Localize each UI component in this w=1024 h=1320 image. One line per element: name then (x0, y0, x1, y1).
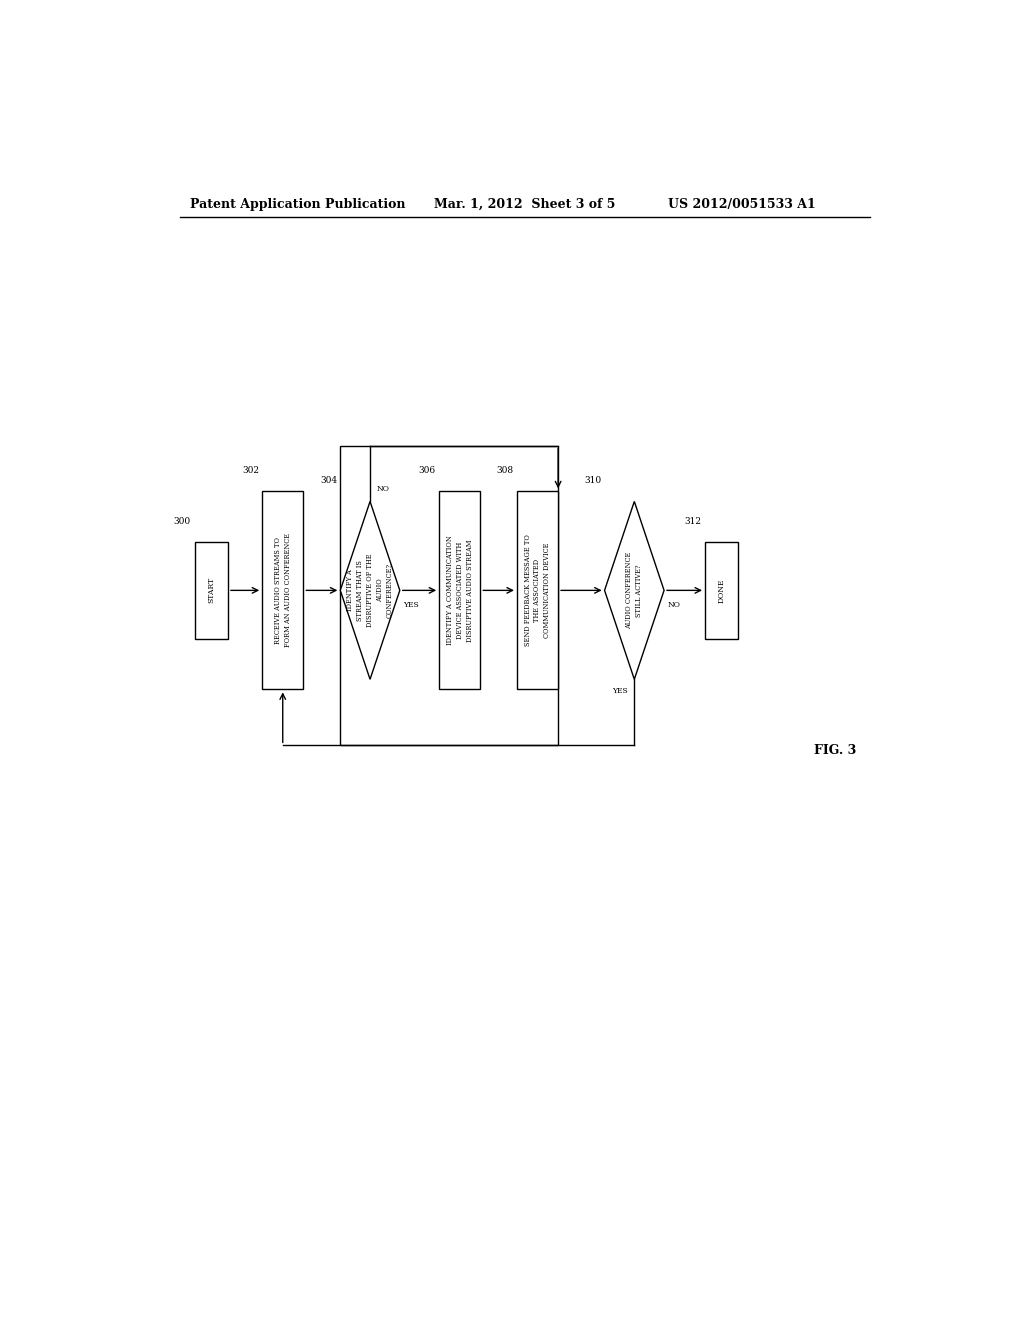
Text: SEND FEEDBACK MESSAGE TO
THE ASSOCIATED
COMMUNICATION DEVICE: SEND FEEDBACK MESSAGE TO THE ASSOCIATED … (523, 535, 551, 647)
Text: NO: NO (668, 601, 680, 609)
Text: 306: 306 (419, 466, 436, 475)
Text: US 2012/0051533 A1: US 2012/0051533 A1 (668, 198, 815, 211)
Text: START: START (207, 577, 215, 603)
Text: DONE: DONE (718, 578, 726, 603)
Text: NO: NO (377, 486, 389, 494)
Polygon shape (340, 502, 399, 680)
Text: 300: 300 (174, 517, 190, 525)
Bar (439, 491, 480, 689)
Text: Patent Application Publication: Patent Application Publication (189, 198, 406, 211)
Text: AUDIO CONFERENCE
STILL ACTIVE?: AUDIO CONFERENCE STILL ACTIVE? (626, 552, 643, 630)
Text: YES: YES (403, 601, 419, 609)
Bar (195, 543, 228, 639)
Text: 312: 312 (684, 517, 701, 525)
Bar (262, 491, 303, 689)
Text: 302: 302 (242, 466, 259, 475)
Text: IDENTIFY A COMMUNICATION
DEVICE ASSOCIATED WITH
DISRUPTIVE AUDIO STREAM: IDENTIFY A COMMUNICATION DEVICE ASSOCIAT… (445, 536, 473, 645)
Bar (340, 446, 558, 746)
Text: 308: 308 (497, 466, 514, 475)
Text: YES: YES (612, 688, 628, 696)
Text: FIG. 3: FIG. 3 (814, 744, 857, 758)
Bar (705, 543, 738, 639)
Text: IDENTIFY A
STREAM THAT IS
DISRUPTIVE OF THE
AUDIO
CONFERENCE?: IDENTIFY A STREAM THAT IS DISRUPTIVE OF … (346, 553, 393, 627)
Text: RECEIVE AUDIO STREAMS TO
FORM AN AUDIO CONFERENCE: RECEIVE AUDIO STREAMS TO FORM AN AUDIO C… (273, 533, 292, 647)
Text: 310: 310 (585, 477, 601, 486)
Bar (517, 491, 558, 689)
Text: Mar. 1, 2012  Sheet 3 of 5: Mar. 1, 2012 Sheet 3 of 5 (433, 198, 614, 211)
Text: 304: 304 (319, 477, 337, 486)
Polygon shape (604, 502, 665, 680)
